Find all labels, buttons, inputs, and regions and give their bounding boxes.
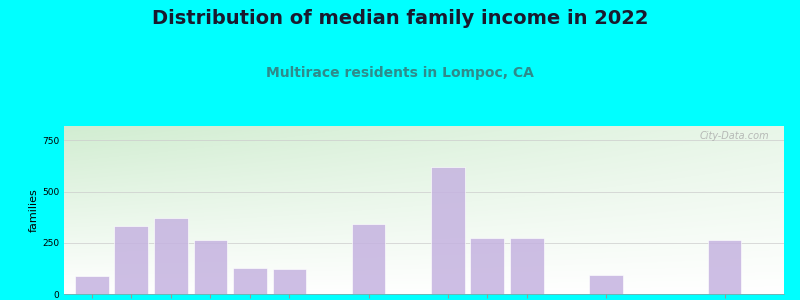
Bar: [75, 276, 109, 294]
Bar: [708, 240, 742, 294]
Bar: [510, 238, 544, 294]
Y-axis label: families: families: [29, 188, 39, 232]
Bar: [233, 268, 266, 294]
Bar: [589, 274, 622, 294]
Bar: [194, 240, 227, 294]
Bar: [470, 238, 504, 294]
Bar: [431, 167, 465, 294]
Bar: [352, 224, 386, 294]
Text: Distribution of median family income in 2022: Distribution of median family income in …: [152, 9, 648, 28]
Bar: [114, 226, 148, 294]
Bar: [273, 269, 306, 294]
Text: Multirace residents in Lompoc, CA: Multirace residents in Lompoc, CA: [266, 66, 534, 80]
Text: City-Data.com: City-Data.com: [700, 131, 770, 141]
Bar: [154, 218, 188, 294]
